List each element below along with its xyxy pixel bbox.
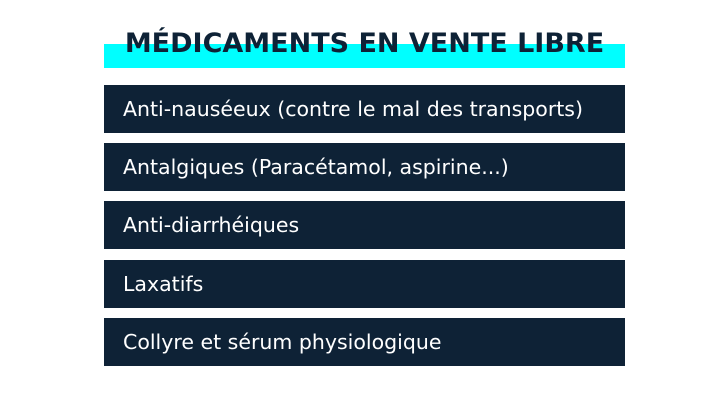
list-item-label: Laxatifs (123, 272, 204, 296)
list-item: Collyre et sérum physiologique (104, 318, 625, 366)
list-item: Antalgiques (Paracétamol, aspirine...) (104, 143, 625, 191)
list-item-label: Anti-diarrhéiques (123, 213, 300, 237)
title-highlight (104, 44, 625, 68)
title-block: MÉDICAMENTS EN VENTE LIBRE (104, 26, 625, 70)
list-item: Anti-diarrhéiques (104, 201, 625, 249)
list-item: Laxatifs (104, 260, 625, 308)
list-item: Anti-nauséeux (contre le mal des transpo… (104, 85, 625, 133)
list-item-label: Collyre et sérum physiologique (123, 330, 442, 354)
list-item-label: Antalgiques (Paracétamol, aspirine...) (123, 155, 509, 179)
page-title: MÉDICAMENTS EN VENTE LIBRE (124, 28, 605, 59)
list-item-label: Anti-nauséeux (contre le mal des transpo… (123, 97, 583, 121)
